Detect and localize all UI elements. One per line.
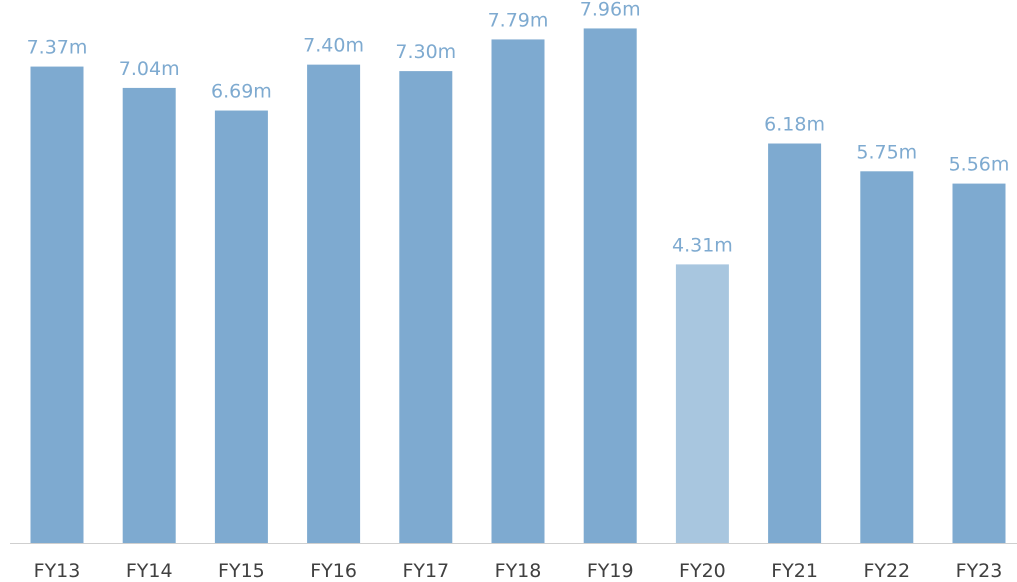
bar-fy20 [675,264,729,543]
value-label-fy16: 7.40m [303,35,364,57]
value-labels-group: 7.37m 7.04m 6.69m 7.40m 7.30m 7.79m 7.96m 4.31m… [27,0,1010,256]
x-tick-label-fy20: FY20 [679,560,726,582]
value-label-fy21: 6.18m [764,114,825,136]
x-tick-label-fy22: FY22 [863,560,910,582]
bar-fy21 [768,143,822,543]
x-tick-label-fy17: FY17 [402,560,449,582]
bar-fy14 [122,87,176,543]
x-tick-label-fy16: FY16 [310,560,357,582]
bar-fy15 [214,110,268,543]
bars-group [30,28,1006,544]
x-tick-label-fy23: FY23 [956,560,1003,582]
value-label-fy14: 7.04m [119,58,180,80]
x-tick-label-fy18: FY18 [495,560,542,582]
x-tick-label-fy15: FY15 [218,560,265,582]
value-label-fy17: 7.30m [395,41,456,63]
bar-fy13 [30,66,84,543]
value-label-fy18: 7.79m [488,9,549,31]
value-label-fy19: 7.96m [580,0,641,20]
x-tick-label-fy21: FY21 [771,560,818,582]
bar-fy22 [860,171,914,544]
bar-fy18 [491,39,545,544]
value-label-fy20: 4.31m [672,234,733,256]
bar-fy19 [583,28,637,543]
x-tick-labels-group: FY13 FY14 FY15 FY16 FY17 FY18 FY19 FY20 FY21 FY22… [34,560,1003,582]
x-tick-label-fy13: FY13 [34,560,81,582]
x-tick-label-fy19: FY19 [587,560,634,582]
bar-fy17 [399,71,453,544]
value-label-fy15: 6.69m [211,81,272,103]
value-label-fy13: 7.37m [27,37,88,59]
value-label-fy23: 5.56m [949,154,1010,176]
bar-fy23 [952,183,1006,543]
value-label-fy22: 5.75m [856,141,917,163]
bar-fy16 [307,64,361,543]
x-tick-label-fy14: FY14 [126,560,173,582]
